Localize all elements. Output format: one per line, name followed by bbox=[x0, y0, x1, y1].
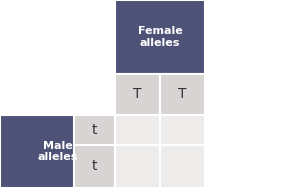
Text: T: T bbox=[178, 87, 187, 102]
Bar bbox=[74, 115, 115, 145]
Text: Male
alleles: Male alleles bbox=[37, 141, 78, 162]
Text: Female
alleles: Female alleles bbox=[138, 26, 182, 48]
Text: t: t bbox=[92, 159, 97, 174]
Bar bbox=[115, 0, 205, 74]
Bar bbox=[160, 115, 205, 145]
Text: t: t bbox=[92, 123, 97, 137]
Bar bbox=[0, 115, 115, 188]
Bar bbox=[160, 145, 205, 188]
Bar bbox=[160, 74, 205, 115]
Text: T: T bbox=[133, 87, 142, 102]
Bar bbox=[115, 74, 160, 115]
Bar bbox=[74, 145, 115, 188]
Bar bbox=[115, 145, 160, 188]
Bar bbox=[115, 115, 160, 145]
